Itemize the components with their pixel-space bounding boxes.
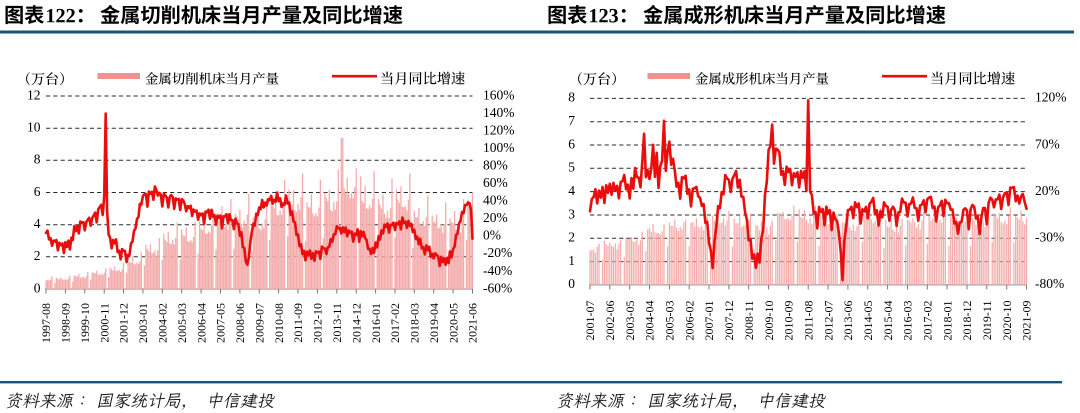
- svg-text:2004-02: 2004-02: [156, 303, 170, 343]
- svg-text:2017-02: 2017-02: [388, 303, 402, 343]
- svg-text:2014-12: 2014-12: [349, 303, 363, 343]
- svg-text:60%: 60%: [483, 175, 508, 190]
- svg-text:3: 3: [568, 206, 575, 221]
- svg-text:2009-07: 2009-07: [252, 303, 266, 343]
- svg-text:2007-05: 2007-05: [214, 303, 228, 343]
- svg-text:2018-01: 2018-01: [940, 301, 954, 341]
- svg-text:2003-01: 2003-01: [136, 303, 150, 343]
- svg-text:2019-11: 2019-11: [980, 301, 994, 341]
- svg-text:-80%: -80%: [1035, 276, 1064, 291]
- svg-text:140%: 140%: [483, 105, 515, 120]
- svg-text:8: 8: [34, 152, 41, 167]
- svg-text:4: 4: [34, 216, 41, 231]
- svg-text:2004-04: 2004-04: [643, 301, 657, 341]
- svg-text:2012-07: 2012-07: [821, 301, 835, 341]
- svg-text:2001-12: 2001-12: [117, 303, 131, 343]
- svg-text:6: 6: [568, 136, 575, 151]
- svg-text:8: 8: [568, 90, 575, 105]
- svg-text:-60%: -60%: [483, 280, 512, 295]
- svg-text:2021-09: 2021-09: [1020, 301, 1034, 341]
- svg-text:70%: 70%: [1035, 136, 1060, 151]
- svg-text:2007-01: 2007-01: [702, 301, 716, 341]
- svg-text:2016-01: 2016-01: [369, 303, 383, 343]
- svg-text:-20%: -20%: [483, 245, 512, 260]
- svg-text:10: 10: [27, 120, 41, 135]
- svg-text:12: 12: [27, 87, 41, 102]
- svg-text:20%: 20%: [483, 210, 508, 225]
- svg-text:2015-04: 2015-04: [881, 301, 895, 341]
- svg-text:2020-10: 2020-10: [1000, 301, 1014, 341]
- svg-text:1: 1: [568, 253, 575, 268]
- svg-text:1998-09: 1998-09: [59, 303, 73, 343]
- svg-text:2019-04: 2019-04: [427, 303, 441, 343]
- svg-text:2: 2: [34, 248, 41, 263]
- svg-text:4: 4: [568, 183, 575, 198]
- svg-text:2008-06: 2008-06: [233, 303, 247, 343]
- svg-text:2010-09: 2010-09: [782, 301, 796, 341]
- svg-text:2000-11: 2000-11: [97, 303, 111, 343]
- svg-text:1999-10: 1999-10: [78, 303, 92, 343]
- svg-text:2013-11: 2013-11: [330, 303, 344, 343]
- svg-text:2010-08: 2010-08: [272, 303, 286, 343]
- svg-text:2018-03: 2018-03: [408, 303, 422, 343]
- svg-text:2017-02: 2017-02: [921, 301, 935, 341]
- svg-text:2012-10: 2012-10: [311, 303, 325, 343]
- svg-text:2018-12: 2018-12: [960, 301, 974, 341]
- svg-text:120%: 120%: [1035, 90, 1067, 105]
- svg-text:2016-03: 2016-03: [901, 301, 915, 341]
- svg-text:80%: 80%: [483, 158, 508, 173]
- svg-text:2006-04: 2006-04: [194, 303, 208, 343]
- svg-text:-40%: -40%: [483, 263, 512, 278]
- svg-text:100%: 100%: [483, 140, 515, 155]
- svg-text:2011-08: 2011-08: [802, 301, 816, 341]
- svg-text:40%: 40%: [483, 193, 508, 208]
- svg-text:0: 0: [568, 276, 575, 291]
- svg-text:2001-07: 2001-07: [583, 301, 597, 341]
- svg-text:2013-06: 2013-06: [841, 301, 855, 341]
- svg-text:2007-12: 2007-12: [722, 301, 736, 341]
- svg-text:160%: 160%: [483, 87, 515, 102]
- svg-text:20%: 20%: [1035, 183, 1060, 198]
- svg-text:2008-11: 2008-11: [742, 301, 756, 341]
- svg-text:2011-09: 2011-09: [291, 303, 305, 343]
- svg-text:5: 5: [568, 160, 575, 175]
- svg-text:2014-05: 2014-05: [861, 301, 875, 341]
- svg-text:-30%: -30%: [1035, 230, 1064, 245]
- svg-text:7: 7: [568, 113, 575, 128]
- svg-text:2020-05: 2020-05: [446, 303, 460, 343]
- svg-text:0: 0: [34, 280, 41, 295]
- svg-text:2003-05: 2003-05: [623, 301, 637, 341]
- svg-text:2006-02: 2006-02: [682, 301, 696, 341]
- svg-text:2: 2: [568, 230, 575, 245]
- svg-text:0%: 0%: [483, 228, 501, 243]
- svg-text:2005-03: 2005-03: [663, 301, 677, 341]
- svg-text:2002-06: 2002-06: [603, 301, 617, 341]
- svg-text:120%: 120%: [483, 122, 515, 137]
- svg-text:2021-06: 2021-06: [466, 303, 480, 343]
- svg-text:2009-10: 2009-10: [762, 301, 776, 341]
- svg-text:2005-03: 2005-03: [175, 303, 189, 343]
- svg-text:1997-08: 1997-08: [39, 303, 53, 343]
- svg-text:6: 6: [34, 184, 41, 199]
